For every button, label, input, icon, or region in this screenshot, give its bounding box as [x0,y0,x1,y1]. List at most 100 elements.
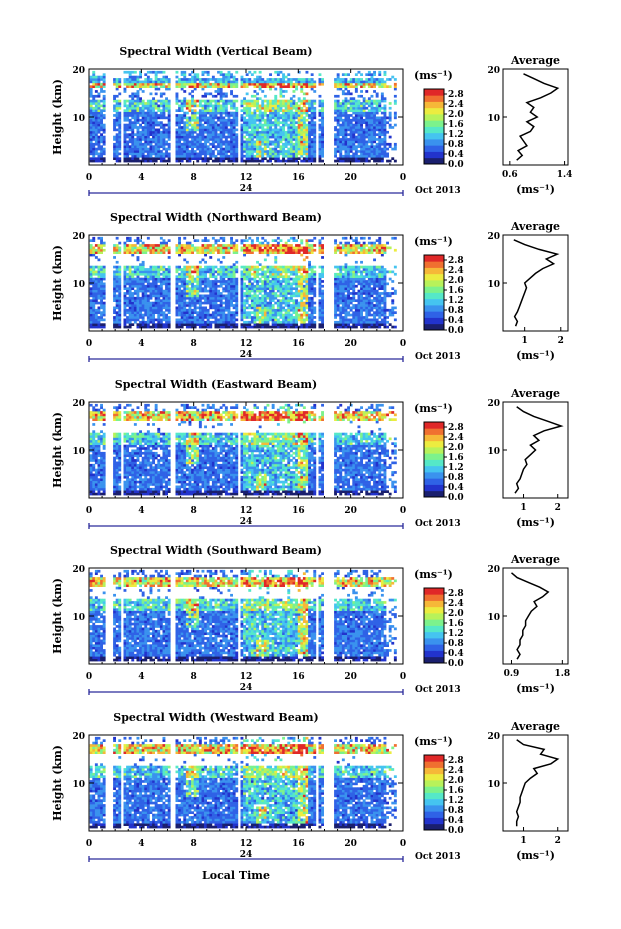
heatmap-cell [266,292,270,295]
heatmap-cell [373,102,376,105]
heatmap-cell [126,325,129,329]
heatmap-cell [198,270,202,274]
heatmap-cell [222,106,226,110]
heatmap-cell [248,145,252,148]
heatmap-cell [370,152,374,156]
heatmap-cell [256,75,259,79]
heatmap-cell [258,130,262,134]
heatmap-cell [258,70,262,74]
heatmap-cell [344,145,348,148]
heatmap-cell [232,311,236,314]
heatmap-cell [144,126,148,129]
heatmap-cell [227,294,231,298]
heatmap-cell [271,292,275,295]
heatmap-cell [230,292,233,295]
heatmap-cell [263,258,267,262]
heatmap-cell [336,109,340,112]
heatmap-cell [282,128,285,132]
heatmap-cell [89,128,93,132]
heatmap-cell [146,126,150,129]
heatmap-cell [222,268,226,271]
heatmap-cell [240,140,244,144]
heatmap-cell [196,126,200,129]
heatmap-cell [256,142,259,146]
heatmap-cell [256,239,259,242]
heatmap-cell [165,109,168,112]
heatmap-cell [94,152,98,156]
heatmap-cell [240,294,244,298]
heatmap-cell [243,282,246,286]
heatmap-cell [139,111,142,115]
heatmap-cell [97,280,101,283]
heatmap-cell [250,248,254,252]
heatmap-cell [370,118,374,122]
heatmap-cell [126,154,129,158]
heatmap-cell [240,270,244,274]
heatmap-cell [209,268,213,271]
heatmap-cell [224,92,228,96]
heatmap-cell [211,128,215,132]
heatmap-cell [180,325,184,329]
heatmap-cell [240,323,244,326]
heatmap-cell [100,78,103,81]
heatmap-cell [144,147,148,151]
heatmap-cell [162,244,166,247]
heatmap-cell [146,318,150,322]
heatmap-cell [224,318,228,322]
heatmap-cell [271,80,275,84]
heatmap-cell [269,282,272,286]
heatmap-cell [373,123,376,127]
heatmap-cell [287,102,291,105]
heatmap-cell [269,272,272,276]
heatmap-cell [162,135,166,139]
heatmap-cell [211,270,215,274]
heatmap-cell [131,147,135,151]
heatmap-cell [211,316,215,319]
heatmap-cell [133,145,137,148]
heatmap-cell [245,313,249,317]
heatmap-cell [209,323,213,326]
heatmap-cell [185,99,189,103]
heatmap-cell [154,304,158,307]
heatmap-cell [115,118,119,122]
heatmap-cell [102,97,106,100]
heatmap-cell [102,270,106,274]
heatmap-cell [240,104,244,108]
heatmap-cell [276,114,280,117]
heatmap-cell [297,133,301,136]
heatmap-cell [198,306,202,310]
heatmap-cell [193,296,197,300]
heatmap-cell [256,145,259,148]
heatmap-cell [370,121,374,124]
heatmap-cell [183,236,187,240]
heatmap-cell [144,135,148,139]
heatmap-cell [154,123,158,127]
heatmap-cell [183,248,187,252]
heatmap-cell [336,111,340,115]
heatmap-cell [131,304,135,307]
heatmap-cell [204,118,207,122]
heatmap-cell [289,85,293,88]
heatmap-cell [219,126,223,129]
heatmap-cell [258,126,262,129]
heatmap-cell [344,92,348,96]
heatmap-cell [227,147,231,151]
heatmap-cell [180,251,184,254]
heatmap-cell [115,150,119,153]
heatmap-cell [289,109,293,112]
heatmap-cell [206,70,210,74]
heatmap-cell [300,121,304,124]
heatmap-cell [146,159,150,163]
heatmap-cell [196,265,200,269]
heatmap-cell [300,135,304,139]
heatmap-cell [370,130,374,134]
heatmap-cell [97,118,101,122]
heatmap-cell [276,111,280,115]
heatmap-cell [297,145,301,148]
heatmap-cell [154,92,158,96]
heatmap-cell [266,152,270,156]
heatmap-cell [146,277,150,281]
heatmap-cell [261,126,265,129]
heatmap-cell [204,316,207,319]
heatmap-cell [141,109,145,112]
